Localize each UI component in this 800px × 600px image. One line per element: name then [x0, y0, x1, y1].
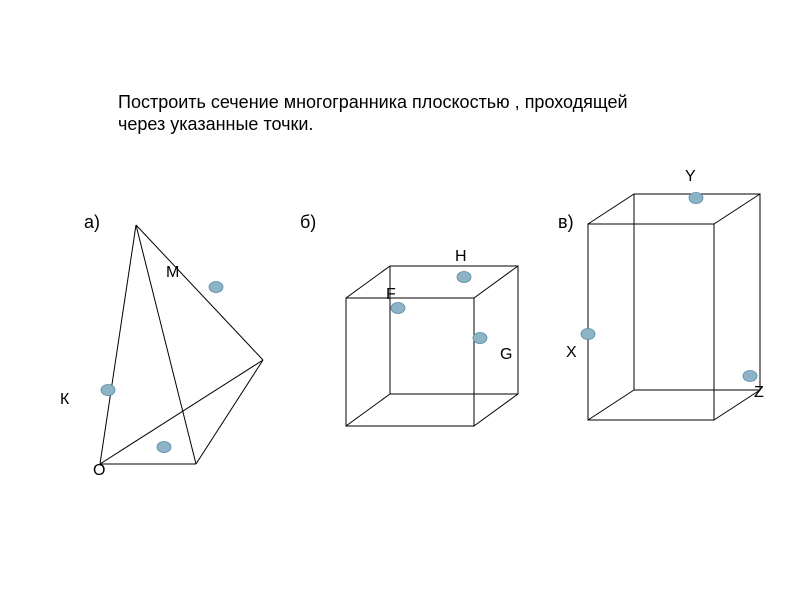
label-x: X [566, 344, 577, 362]
label-k: К [60, 391, 69, 409]
label-z: Z [754, 384, 764, 402]
point-o [157, 442, 171, 453]
point-m [209, 282, 223, 293]
figure-c-svg [566, 186, 786, 446]
label-y: Y [685, 168, 696, 186]
figure-b-label: б) [300, 212, 316, 233]
point-x [581, 329, 595, 340]
point-y [689, 193, 703, 204]
label-f: F [386, 286, 396, 304]
label-g: G [500, 346, 512, 364]
point-f [391, 303, 405, 314]
point-g [473, 333, 487, 344]
point-k [101, 385, 115, 396]
label-h: Н [455, 248, 467, 266]
figure-b-svg [326, 250, 536, 440]
label-o: О [93, 462, 105, 480]
task-line-1: Построить сечение многогранника плоскост… [118, 92, 628, 113]
point-z [743, 371, 757, 382]
point-h [457, 272, 471, 283]
figure-a-svg [68, 210, 288, 480]
task-line-2: через указанные точки. [118, 114, 313, 135]
label-m: М [166, 264, 179, 282]
